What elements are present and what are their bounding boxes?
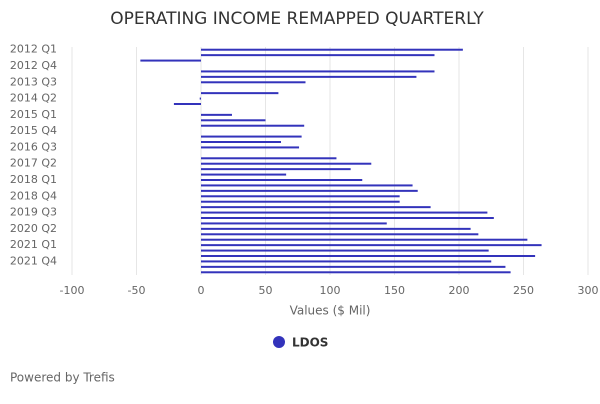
bar <box>201 233 479 236</box>
y-tick-label: 2021 Q1 <box>10 238 57 251</box>
y-tick-label: 2012 Q4 <box>10 59 57 72</box>
bar <box>201 189 418 192</box>
bar <box>199 97 201 100</box>
bar <box>201 227 471 230</box>
bar <box>201 265 506 268</box>
chart-title: OPERATING INCOME REMAPPED QUARTERLY <box>110 9 484 29</box>
bar <box>201 222 387 225</box>
bar <box>201 249 489 252</box>
bar <box>201 200 400 203</box>
x-tick-label: -100 <box>60 284 85 297</box>
bar <box>201 81 306 84</box>
y-tick-label: 2019 Q3 <box>10 206 57 219</box>
bar <box>201 54 435 57</box>
legend-label: LDOS <box>292 336 328 350</box>
x-axis-label: Values ($ Mil) <box>290 304 371 318</box>
x-tick-label: 50 <box>259 284 273 297</box>
bar <box>201 179 363 181</box>
bar <box>201 124 305 127</box>
bar <box>201 184 413 187</box>
y-tick-label: 2013 Q3 <box>10 75 57 88</box>
legend-marker <box>273 336 285 348</box>
x-tick-label: 200 <box>449 284 470 297</box>
x-tick-label: 100 <box>320 284 341 297</box>
bar <box>201 195 400 198</box>
bar <box>201 70 435 73</box>
bar <box>201 92 279 95</box>
footer: Powered by Trefis <box>10 371 115 385</box>
bar <box>201 75 417 78</box>
x-tick-label: 250 <box>513 284 534 297</box>
bar <box>201 244 542 247</box>
bar <box>201 271 511 274</box>
bar <box>201 141 281 143</box>
bar <box>201 168 351 171</box>
y-tick-label: 2018 Q4 <box>10 189 57 202</box>
bar <box>201 113 232 116</box>
y-tick-label: 2021 Q4 <box>10 254 57 267</box>
y-tick-label: 2012 Q1 <box>10 43 57 56</box>
y-tick-label: 2014 Q2 <box>10 92 57 105</box>
bar <box>201 173 287 176</box>
x-tick-label: 150 <box>384 284 405 297</box>
x-tick-label: 0 <box>198 284 205 297</box>
y-tick-label: 2015 Q4 <box>10 124 57 137</box>
y-tick-label: 2020 Q2 <box>10 222 57 235</box>
y-tick-label: 2015 Q1 <box>10 108 57 121</box>
bar <box>201 260 492 263</box>
bar <box>201 48 463 51</box>
y-tick-label: 2017 Q2 <box>10 157 57 170</box>
bar <box>201 162 372 165</box>
bar <box>201 255 536 257</box>
bar <box>201 146 300 149</box>
y-tick-label: 2018 Q1 <box>10 173 57 186</box>
y-tick-label: 2016 Q3 <box>10 140 57 153</box>
bar <box>201 119 266 122</box>
bar <box>201 206 431 209</box>
bar <box>201 157 337 160</box>
bar <box>173 103 201 105</box>
x-tick-label: 300 <box>578 284 599 297</box>
bar <box>201 135 302 138</box>
bar <box>201 217 494 219</box>
bar <box>140 59 201 62</box>
bar <box>201 238 528 241</box>
bar <box>201 211 488 214</box>
x-tick-label: -50 <box>128 284 146 297</box>
